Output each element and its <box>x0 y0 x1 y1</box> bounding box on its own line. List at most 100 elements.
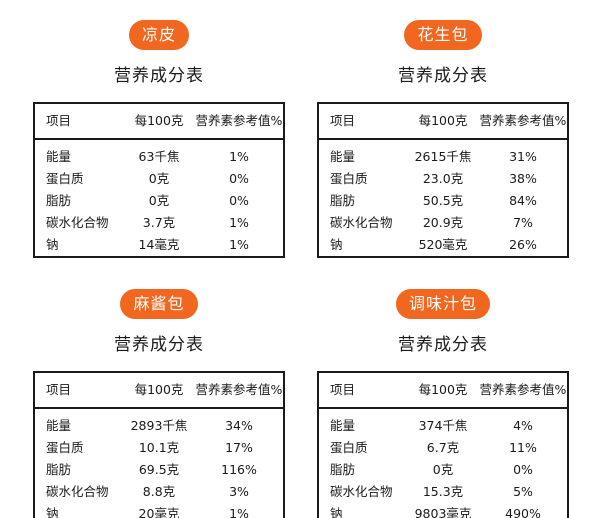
panel-heading: 营养成分表 <box>398 66 488 86</box>
row-amount: 69.5克 <box>138 462 180 477</box>
row-nrv: 38% <box>509 171 537 186</box>
table-row: 碳水化合物 8.8克 3% <box>35 481 283 503</box>
table-row: 碳水化合物 3.7克 1% <box>35 212 283 234</box>
row-nrv: 5% <box>513 484 533 499</box>
row-nrv: 1% <box>229 237 249 252</box>
panel-heading: 营养成分表 <box>114 66 204 86</box>
row-item: 蛋白质 <box>46 440 84 455</box>
nutrition-table: 项目 每100克 营养素参考值% 能量 374千焦 4% 蛋白质 6.7克 11% 脂肪… <box>317 371 569 518</box>
row-amount: 520毫克 <box>418 237 468 252</box>
row-amount: 10.1克 <box>138 440 180 455</box>
table-row: 脂肪 69.5克 116% <box>35 459 283 481</box>
header-nrv: 营养素参考值% <box>195 113 283 128</box>
row-amount: 3.7克 <box>142 215 176 230</box>
row-item: 钠 <box>330 506 343 518</box>
table-row: 碳水化合物 15.3克 5% <box>319 481 567 503</box>
table-row: 能量 63千焦 1% <box>35 146 283 168</box>
row-amount: 20.9克 <box>422 215 464 230</box>
header-item: 项目 <box>330 382 356 397</box>
row-item: 碳水化合物 <box>46 215 109 230</box>
row-item: 脂肪 <box>330 193 356 208</box>
row-nrv: 0% <box>513 462 533 477</box>
table-row: 蛋白质 6.7克 11% <box>319 437 567 459</box>
row-nrv: 84% <box>509 193 537 208</box>
table-header-row: 项目 每100克 营养素参考值% <box>319 104 567 140</box>
row-nrv: 7% <box>513 215 533 230</box>
row-nrv: 0% <box>229 171 249 186</box>
row-nrv: 31% <box>509 149 537 164</box>
table-header-row: 项目 每100克 营养素参考值% <box>35 104 283 140</box>
header-per-100g: 每100克 <box>418 113 468 128</box>
panel-title-pill: 调味汁包 <box>395 289 490 319</box>
header-nrv: 营养素参考值% <box>479 382 567 397</box>
row-item: 碳水化合物 <box>330 215 393 230</box>
row-item: 能量 <box>330 418 356 433</box>
nutrition-table: 项目 每100克 营养素参考值% 能量 63千焦 1% 蛋白质 0克 0% 脂肪 0克 0%… <box>33 102 285 258</box>
header-item: 项目 <box>330 113 356 128</box>
panel-liangpi: 凉皮 营养成分表 项目 每100克 营养素参考值% 能量 63千焦 1% 蛋白质 0克… <box>33 20 285 258</box>
row-item: 钠 <box>46 237 59 252</box>
row-amount: 8.8克 <box>142 484 176 499</box>
row-amount: 14毫克 <box>138 237 180 252</box>
panel-heading: 营养成分表 <box>398 335 488 355</box>
row-nrv: 3% <box>229 484 249 499</box>
panel-huashengbao: 花生包 营养成分表 项目 每100克 营养素参考值% 能量 2615千焦 31% 蛋… <box>317 20 569 258</box>
table-row: 钠 9803毫克 490% <box>319 503 567 518</box>
row-item: 蛋白质 <box>330 440 368 455</box>
row-nrv: 26% <box>509 237 537 252</box>
panel-title-pill: 凉皮 <box>128 20 189 50</box>
table-row: 蛋白质 23.0克 38% <box>319 168 567 190</box>
row-item: 脂肪 <box>46 462 72 477</box>
row-nrv: 11% <box>509 440 537 455</box>
panel-tiaoweizhibao: 调味汁包 营养成分表 项目 每100克 营养素参考值% 能量 374千焦 4% 蛋白… <box>317 289 569 518</box>
row-nrv: 116% <box>221 462 257 477</box>
header-nrv: 营养素参考值% <box>195 382 283 397</box>
table-row: 能量 374千焦 4% <box>319 415 567 437</box>
table-header-row: 项目 每100克 营养素参考值% <box>35 373 283 409</box>
row-item: 碳水化合物 <box>330 484 393 499</box>
header-per-100g: 每100克 <box>134 382 184 397</box>
row-item: 脂肪 <box>330 462 356 477</box>
table-row: 碳水化合物 20.9克 7% <box>319 212 567 234</box>
row-item: 能量 <box>46 149 72 164</box>
row-amount: 0克 <box>148 193 170 208</box>
header-per-100g: 每100克 <box>418 382 468 397</box>
row-amount: 2615千焦 <box>414 149 472 164</box>
table-row: 钠 520毫克 26% <box>319 234 567 256</box>
table-row: 能量 2615千焦 31% <box>319 146 567 168</box>
table-row: 能量 2893千焦 34% <box>35 415 283 437</box>
table-row: 钠 20毫克 1% <box>35 503 283 518</box>
panel-majiangbao: 麻酱包 营养成分表 项目 每100克 营养素参考值% 能量 2893千焦 34% 蛋… <box>33 289 285 518</box>
row-amount: 20毫克 <box>138 506 180 518</box>
table-row: 脂肪 0克 0% <box>35 190 283 212</box>
row-item: 钠 <box>330 237 343 252</box>
row-amount: 63千焦 <box>138 149 180 164</box>
table-header-row: 项目 每100克 营养素参考值% <box>319 373 567 409</box>
row-amount: 2893千焦 <box>130 418 188 433</box>
row-amount: 9803毫克 <box>414 506 472 518</box>
nutrition-table: 项目 每100克 营养素参考值% 能量 2615千焦 31% 蛋白质 23.0克 38%… <box>317 102 569 258</box>
row-amount: 0克 <box>432 462 454 477</box>
nutrition-table: 项目 每100克 营养素参考值% 能量 2893千焦 34% 蛋白质 10.1克 17%… <box>33 371 285 518</box>
header-item: 项目 <box>46 382 72 397</box>
panel-title-pill: 花生包 <box>404 20 482 50</box>
row-amount: 15.3克 <box>422 484 464 499</box>
row-item: 能量 <box>46 418 72 433</box>
table-row: 脂肪 0克 0% <box>319 459 567 481</box>
row-nrv: 1% <box>229 215 249 230</box>
row-nrv: 4% <box>513 418 533 433</box>
row-item: 能量 <box>330 149 356 164</box>
row-item: 碳水化合物 <box>46 484 109 499</box>
row-nrv: 1% <box>229 149 249 164</box>
row-item: 蛋白质 <box>330 171 368 186</box>
row-item: 蛋白质 <box>46 171 84 186</box>
row-nrv: 1% <box>229 506 249 518</box>
table-row: 钠 14毫克 1% <box>35 234 283 256</box>
row-nrv: 34% <box>225 418 253 433</box>
header-per-100g: 每100克 <box>134 113 184 128</box>
panel-title-pill: 麻酱包 <box>120 289 198 319</box>
row-amount: 23.0克 <box>422 171 464 186</box>
row-nrv: 17% <box>225 440 253 455</box>
row-item: 钠 <box>46 506 59 518</box>
